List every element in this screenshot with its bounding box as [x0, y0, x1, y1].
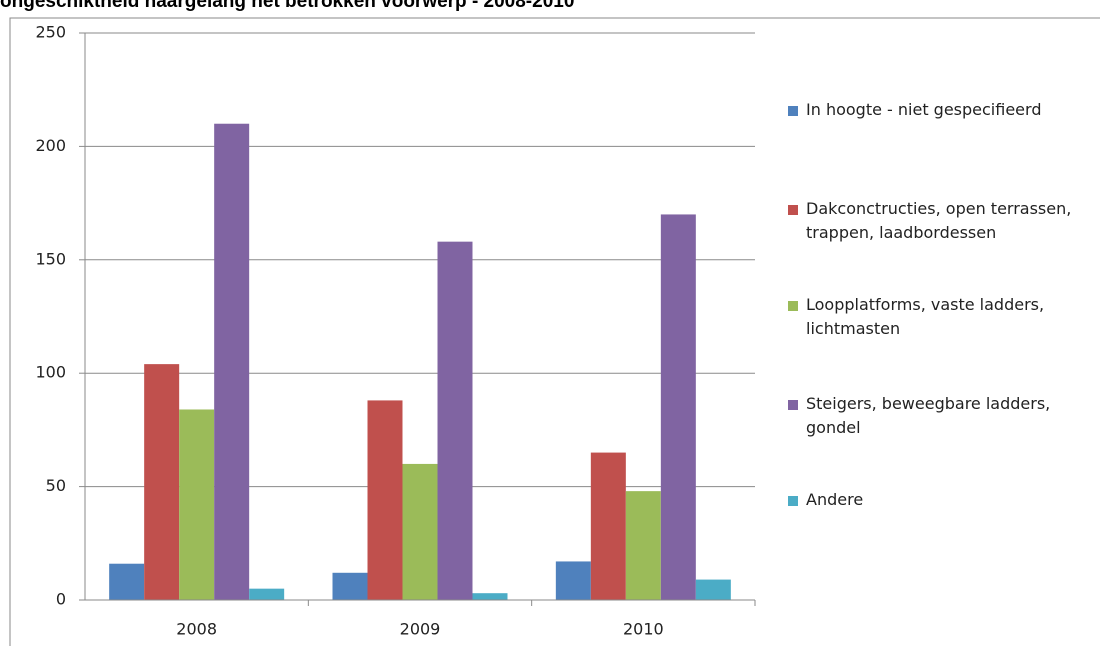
bar: [472, 593, 508, 600]
legend-entry: Steigers, beweegbare ladders, gondel: [788, 392, 1098, 440]
bar: [332, 572, 368, 600]
chart-frame: [9, 17, 1100, 646]
legend-swatch: [788, 496, 798, 506]
legend-label: Dakconctructies, open terrassen, trappen…: [806, 199, 1072, 242]
bar: [695, 579, 731, 600]
bar: [109, 563, 145, 600]
legend-swatch: [788, 205, 798, 215]
legend-swatch: [788, 400, 798, 410]
bar: [590, 452, 626, 600]
bar: [555, 561, 591, 600]
legend-entry: Andere: [788, 488, 1098, 512]
legend-entry: In hoogte - niet gespecifieerd: [788, 98, 1098, 122]
bar: [367, 400, 403, 600]
legend-entry: Loopplatforms, vaste ladders, lichtmaste…: [788, 293, 1098, 341]
legend-swatch: [788, 106, 798, 116]
bar: [660, 214, 696, 600]
y-tick-label: 250: [35, 23, 66, 42]
bar: [179, 409, 215, 600]
bar: [437, 241, 473, 600]
bar: [144, 364, 180, 600]
bar: [402, 463, 438, 600]
y-tick-label: 50: [46, 476, 66, 495]
x-tick-label: 2010: [623, 620, 664, 639]
legend-swatch: [788, 301, 798, 311]
y-tick-label: 100: [35, 363, 66, 382]
x-tick-label: 2009: [400, 620, 441, 639]
chart-title: ongeschiktheid naargelang het betrokken …: [0, 0, 575, 12]
y-tick-label: 0: [56, 590, 66, 609]
y-tick-label: 150: [35, 249, 66, 268]
legend-label: Loopplatforms, vaste ladders, lichtmaste…: [806, 295, 1045, 338]
x-tick-label: 2008: [176, 620, 217, 639]
bar: [214, 123, 250, 600]
y-tick-label: 200: [35, 136, 66, 155]
legend-label: Steigers, beweegbare ladders, gondel: [806, 394, 1051, 437]
legend-entry: Dakconctructies, open terrassen, trappen…: [788, 197, 1098, 245]
bar: [249, 588, 285, 600]
legend-label: In hoogte - niet gespecifieerd: [806, 100, 1042, 119]
bar: [625, 491, 661, 600]
legend-label: Andere: [806, 490, 864, 509]
